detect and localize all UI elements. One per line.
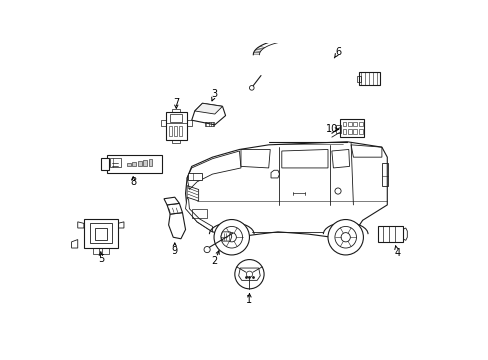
Text: 3: 3 [211,89,218,99]
Text: 10: 10 [325,125,337,134]
Bar [178,126,182,136]
Bar [358,130,362,134]
Bar [132,162,136,166]
Bar [347,122,351,126]
Bar [169,126,172,136]
Bar [143,160,147,166]
Bar [165,112,187,140]
Text: 7: 7 [173,98,179,108]
Polygon shape [78,222,84,228]
Bar [353,122,357,126]
Bar [174,126,177,136]
Bar [138,161,142,166]
Bar [172,109,180,112]
Bar [342,122,346,126]
Polygon shape [194,103,222,114]
Text: 4: 4 [393,248,400,258]
Bar [110,158,121,167]
Text: 9: 9 [171,246,178,256]
Polygon shape [167,203,182,214]
Polygon shape [168,213,185,239]
Bar [187,172,202,180]
Bar [187,120,191,126]
Polygon shape [402,228,407,240]
Bar [377,226,402,242]
Bar [353,130,357,134]
Circle shape [327,220,363,255]
Polygon shape [221,232,231,241]
Text: 6: 6 [334,48,340,58]
Bar [102,248,108,254]
Text: 8: 8 [130,177,136,187]
Polygon shape [71,239,78,248]
Bar [339,119,364,137]
Polygon shape [118,222,123,228]
Bar [93,248,99,254]
Bar [204,122,214,126]
Bar [84,219,118,248]
Bar [127,163,131,166]
Bar [336,125,341,132]
Circle shape [234,260,264,289]
Bar [191,209,207,218]
Bar [347,130,351,134]
Bar [381,163,387,186]
Text: 2: 2 [211,256,218,266]
Bar [357,76,360,82]
Bar [172,140,180,143]
Bar [148,159,152,166]
Polygon shape [238,268,260,280]
Bar [95,228,107,240]
Polygon shape [191,103,225,125]
Circle shape [203,247,210,253]
Bar [107,155,162,173]
Bar [358,72,380,85]
Bar [90,223,111,243]
Bar [161,120,165,126]
Circle shape [214,220,249,255]
Polygon shape [185,142,386,237]
Bar [101,158,108,170]
Polygon shape [270,170,279,178]
Text: 1: 1 [246,295,252,305]
Text: 5: 5 [98,254,104,264]
Bar [358,122,362,126]
Polygon shape [185,197,212,232]
Bar [342,130,346,134]
Bar [170,114,182,122]
Polygon shape [163,197,179,205]
